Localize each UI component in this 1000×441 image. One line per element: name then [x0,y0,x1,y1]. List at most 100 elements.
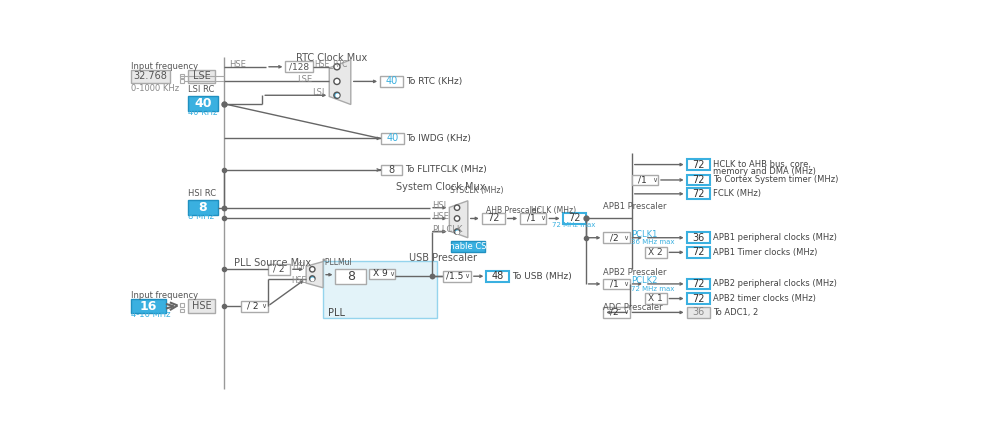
Bar [563,213,586,224]
Bar [687,159,710,170]
Text: PCLK1: PCLK1 [631,230,657,239]
Bar [268,264,290,275]
Bar [687,293,710,304]
Text: HSE: HSE [432,212,449,220]
Circle shape [454,229,460,234]
Text: /2: /2 [610,233,619,242]
Text: Enable CSS: Enable CSS [444,242,492,250]
Text: To Cortex System timer (MHz): To Cortex System timer (MHz) [713,176,838,184]
Text: X 2: X 2 [648,248,663,257]
Text: ADC Prescaler: ADC Prescaler [603,303,663,311]
Bar [687,188,710,199]
Circle shape [454,216,460,221]
Bar [380,76,403,87]
Text: / 2: / 2 [247,302,258,311]
Text: 0-1000 KHz: 0-1000 KHz [131,84,179,93]
Bar [645,293,666,304]
Text: 72: 72 [568,213,580,224]
Text: To FLITFCLK (MHz): To FLITFCLK (MHz) [405,165,487,175]
Text: ∨: ∨ [623,310,628,315]
Bar [131,299,166,313]
Bar [603,307,630,318]
Bar [180,303,184,307]
Text: 72: 72 [692,189,704,199]
Text: 72: 72 [692,175,704,185]
Bar [323,261,437,318]
Bar [687,247,710,258]
Text: LSI RC: LSI RC [188,86,214,94]
Text: 8: 8 [199,201,207,214]
Circle shape [334,64,340,70]
Text: ∨: ∨ [389,271,394,277]
Text: HCLK (MHz): HCLK (MHz) [531,206,576,215]
Text: APB2 Prescaler: APB2 Prescaler [603,268,667,277]
Text: System Clock Mux: System Clock Mux [396,182,486,192]
Text: PCLK2: PCLK2 [631,277,657,285]
Text: 32.768: 32.768 [134,71,168,81]
Bar [131,70,170,83]
Text: APB1 Prescaler: APB1 Prescaler [603,202,667,211]
Text: 40 KHz: 40 KHz [188,108,217,117]
Text: USB Prescaler: USB Prescaler [409,253,477,263]
Text: 48: 48 [492,271,504,281]
Text: 72: 72 [692,160,704,170]
Bar [687,175,710,185]
Bar [241,301,268,312]
Text: HSE: HSE [292,277,307,285]
Bar [482,213,505,224]
Text: SYSCLK (MHz): SYSCLK (MHz) [450,186,503,195]
Text: /1: /1 [610,280,619,288]
Text: /1: /1 [527,214,536,223]
Text: 72: 72 [692,294,704,303]
Text: To ADC1, 2: To ADC1, 2 [713,308,758,317]
Text: /2: /2 [610,308,619,317]
Text: PLL Source Mux: PLL Source Mux [234,258,311,268]
Polygon shape [306,262,323,288]
Text: ∨: ∨ [540,216,545,221]
Bar [687,307,710,318]
Text: 36: 36 [692,307,704,318]
Text: 8: 8 [389,165,395,175]
Text: RTC Clock Mux: RTC Clock Mux [296,53,367,64]
Bar [451,241,485,252]
Text: X 9: X 9 [373,269,388,278]
Text: HSI RC: HSI RC [188,189,216,198]
Bar [180,79,184,83]
Circle shape [334,78,340,85]
Circle shape [310,267,315,272]
Text: / 2: / 2 [273,265,285,274]
Text: 36: 36 [692,233,704,243]
Circle shape [334,92,340,98]
Text: /1.5: /1.5 [446,272,464,281]
Bar [188,70,215,83]
Text: 8 MHz: 8 MHz [188,213,214,221]
Text: 40: 40 [194,97,212,110]
Bar [645,247,666,258]
Text: APB1 Timer clocks (MHz): APB1 Timer clocks (MHz) [713,248,817,257]
Text: AHB Prescaler: AHB Prescaler [486,206,539,215]
Text: To USB (MHz): To USB (MHz) [512,272,572,281]
Bar [369,269,395,279]
Bar [687,232,710,243]
Bar [381,164,402,176]
Text: /128: /128 [289,62,309,71]
Polygon shape [329,60,351,105]
Text: APB2 timer clocks (MHz): APB2 timer clocks (MHz) [713,294,816,303]
Text: FCLK (MHz): FCLK (MHz) [713,189,761,198]
Text: LSI: LSI [312,88,325,97]
Text: APB1 peripheral clocks (MHz): APB1 peripheral clocks (MHz) [713,233,837,242]
Polygon shape [449,201,468,238]
Text: 40: 40 [385,76,398,86]
Bar [188,299,215,313]
Bar [687,279,710,289]
Text: 72: 72 [692,247,704,258]
Text: ∨: ∨ [465,273,470,279]
Text: 72: 72 [487,213,500,224]
Text: APB2 peripheral clocks (MHz): APB2 peripheral clocks (MHz) [713,280,837,288]
Circle shape [454,205,460,210]
Text: ∨: ∨ [261,303,266,309]
Text: X 1: X 1 [648,294,663,303]
Text: HSE_RTC: HSE_RTC [314,59,347,68]
Text: HSI: HSI [432,201,446,210]
Bar [285,61,313,72]
